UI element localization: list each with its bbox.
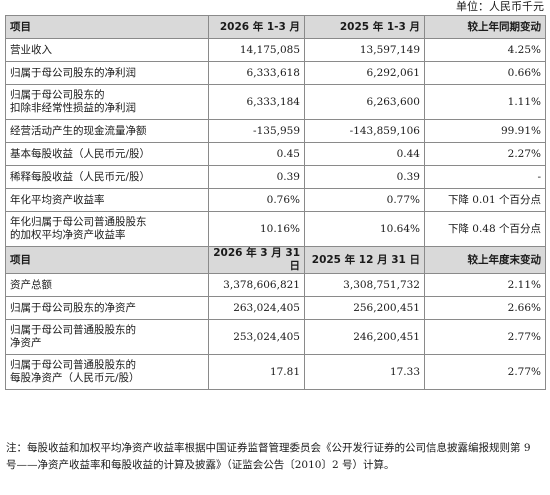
table-cell: 2.77%	[424, 319, 546, 355]
table-row: 归属于母公司股东的净资产 263,024,405 256,200,451 2.66%	[5, 296, 546, 320]
table-row: 资产总额 3,378,606,821 3,308,751,732 2.11%	[5, 273, 546, 297]
table-row: 归属于母公司普通股股东的 净资产 253,024,405 246,200,451 2.7…	[5, 319, 546, 355]
table-cell: 14,175,085	[208, 38, 305, 62]
table-cell: 2.77%	[424, 354, 546, 390]
table-cell: 2.11%	[424, 273, 546, 297]
table-cell: 3,308,751,732	[304, 273, 425, 297]
table-row: 年化平均资产收益率 0.76% 0.77% 下降 0.01 个百分点	[5, 188, 546, 212]
table-cell: 10.64%	[304, 211, 425, 247]
financial-table: 项目 2026 年 1-3 月 2025 年 1-3 月较上年同期变动 营业收入 14,…	[5, 15, 546, 390]
table-cell: 下降 0.01 个百分点	[424, 188, 546, 212]
table-row: 营业收入 14,175,085 13,597,149 4.25%	[5, 38, 546, 62]
table-cell: 0.76%	[208, 188, 305, 212]
table-row: 年化归属于母公司普通股股东 的加权平均净资产收益率 10.16% 10.64% 下降 0…	[5, 211, 546, 247]
row-label: 归属于母公司普通股股东的 净资产	[5, 319, 209, 355]
table-row: 稀释每股收益（人民币元/股） 0.39 0.39-	[5, 165, 546, 189]
table-cell: 6,263,600	[304, 84, 425, 120]
row-label: 归属于母公司股东的 扣除非经常性损益的净利润	[5, 84, 209, 120]
column-header: 2026 年 1-3 月	[208, 15, 305, 39]
table-cell: 4.25%	[424, 38, 546, 62]
table-cell: 0.77%	[304, 188, 425, 212]
table-header-row: 项目 2026 年 1-3 月 2025 年 1-3 月较上年同期变动	[5, 15, 546, 39]
footnote: 注：每股收益和加权平均净资产收益率根据中国证券监督管理委员会《公开发行证券的公司…	[6, 442, 531, 471]
row-label: 资产总额	[5, 273, 209, 297]
table-cell: 下降 0.48 个百分点	[424, 211, 546, 247]
table-cell: -135,959	[208, 119, 305, 143]
unit-label: 单位：人民币千元	[456, 0, 544, 13]
table-cell: 99.91%	[424, 119, 546, 143]
column-header: 2026 年 3 月 31 日	[208, 246, 305, 274]
row-label: 营业收入	[5, 38, 209, 62]
table-header-row: 项目 2026 年 3 月 31 日 2025 年 12 月 31 日较上年度末变动	[5, 246, 546, 274]
table-row: 经营活动产生的现金流量净额 -135,959 -143,859,106 99.91%	[5, 119, 546, 143]
table-cell: 263,024,405	[208, 296, 305, 320]
column-header: 较上年度末变动	[424, 246, 546, 274]
column-header: 2025 年 1-3 月	[304, 15, 425, 39]
row-label: 年化平均资产收益率	[5, 188, 209, 212]
column-header: 项目	[5, 15, 209, 39]
table-row: 基本每股收益（人民币元/股） 0.45 0.44 2.27%	[5, 142, 546, 166]
table-cell: 1.11%	[424, 84, 546, 120]
table-cell: 6,333,184	[208, 84, 305, 120]
table-cell: 0.66%	[424, 61, 546, 85]
table-cell: 0.45	[208, 142, 305, 166]
table-cell: 6,333,618	[208, 61, 305, 85]
table-row: 归属于母公司股东的净利润 6,333,618 6,292,061 0.66%	[5, 61, 546, 85]
row-label: 年化归属于母公司普通股股东 的加权平均净资产收益率	[5, 211, 209, 247]
row-label: 归属于母公司股东的净资产	[5, 296, 209, 320]
table-row: 归属于母公司普通股股东的 每股净资产（人民币元/股） 17.81 17.33 2.77%	[5, 354, 546, 390]
row-label: 稀释每股收益（人民币元/股）	[5, 165, 209, 189]
table-cell: 6,292,061	[304, 61, 425, 85]
table-cell: 13,597,149	[304, 38, 425, 62]
row-label: 经营活动产生的现金流量净额	[5, 119, 209, 143]
table-cell: 253,024,405	[208, 319, 305, 355]
table-cell: 0.44	[304, 142, 425, 166]
table-cell: 17.81	[208, 354, 305, 390]
table-cell: 17.33	[304, 354, 425, 390]
row-label: 归属于母公司股东的净利润	[5, 61, 209, 85]
column-header: 2025 年 12 月 31 日	[304, 246, 425, 274]
row-label: 基本每股收益（人民币元/股）	[5, 142, 209, 166]
table-cell: -	[424, 165, 546, 189]
table-cell: 2.27%	[424, 142, 546, 166]
table-cell: 2.66%	[424, 296, 546, 320]
column-header: 项目	[5, 246, 209, 274]
table-cell: 3,378,606,821	[208, 273, 305, 297]
table-cell: -143,859,106	[304, 119, 425, 143]
table-cell: 0.39	[208, 165, 305, 189]
table-cell: 0.39	[304, 165, 425, 189]
table-cell: 246,200,451	[304, 319, 425, 355]
row-label: 归属于母公司普通股股东的 每股净资产（人民币元/股）	[5, 354, 209, 390]
column-header: 较上年同期变动	[424, 15, 546, 39]
table-cell: 256,200,451	[304, 296, 425, 320]
table-row: 归属于母公司股东的 扣除非经常性损益的净利润 6,333,184 6,263,600 1…	[5, 84, 546, 120]
table-cell: 10.16%	[208, 211, 305, 247]
